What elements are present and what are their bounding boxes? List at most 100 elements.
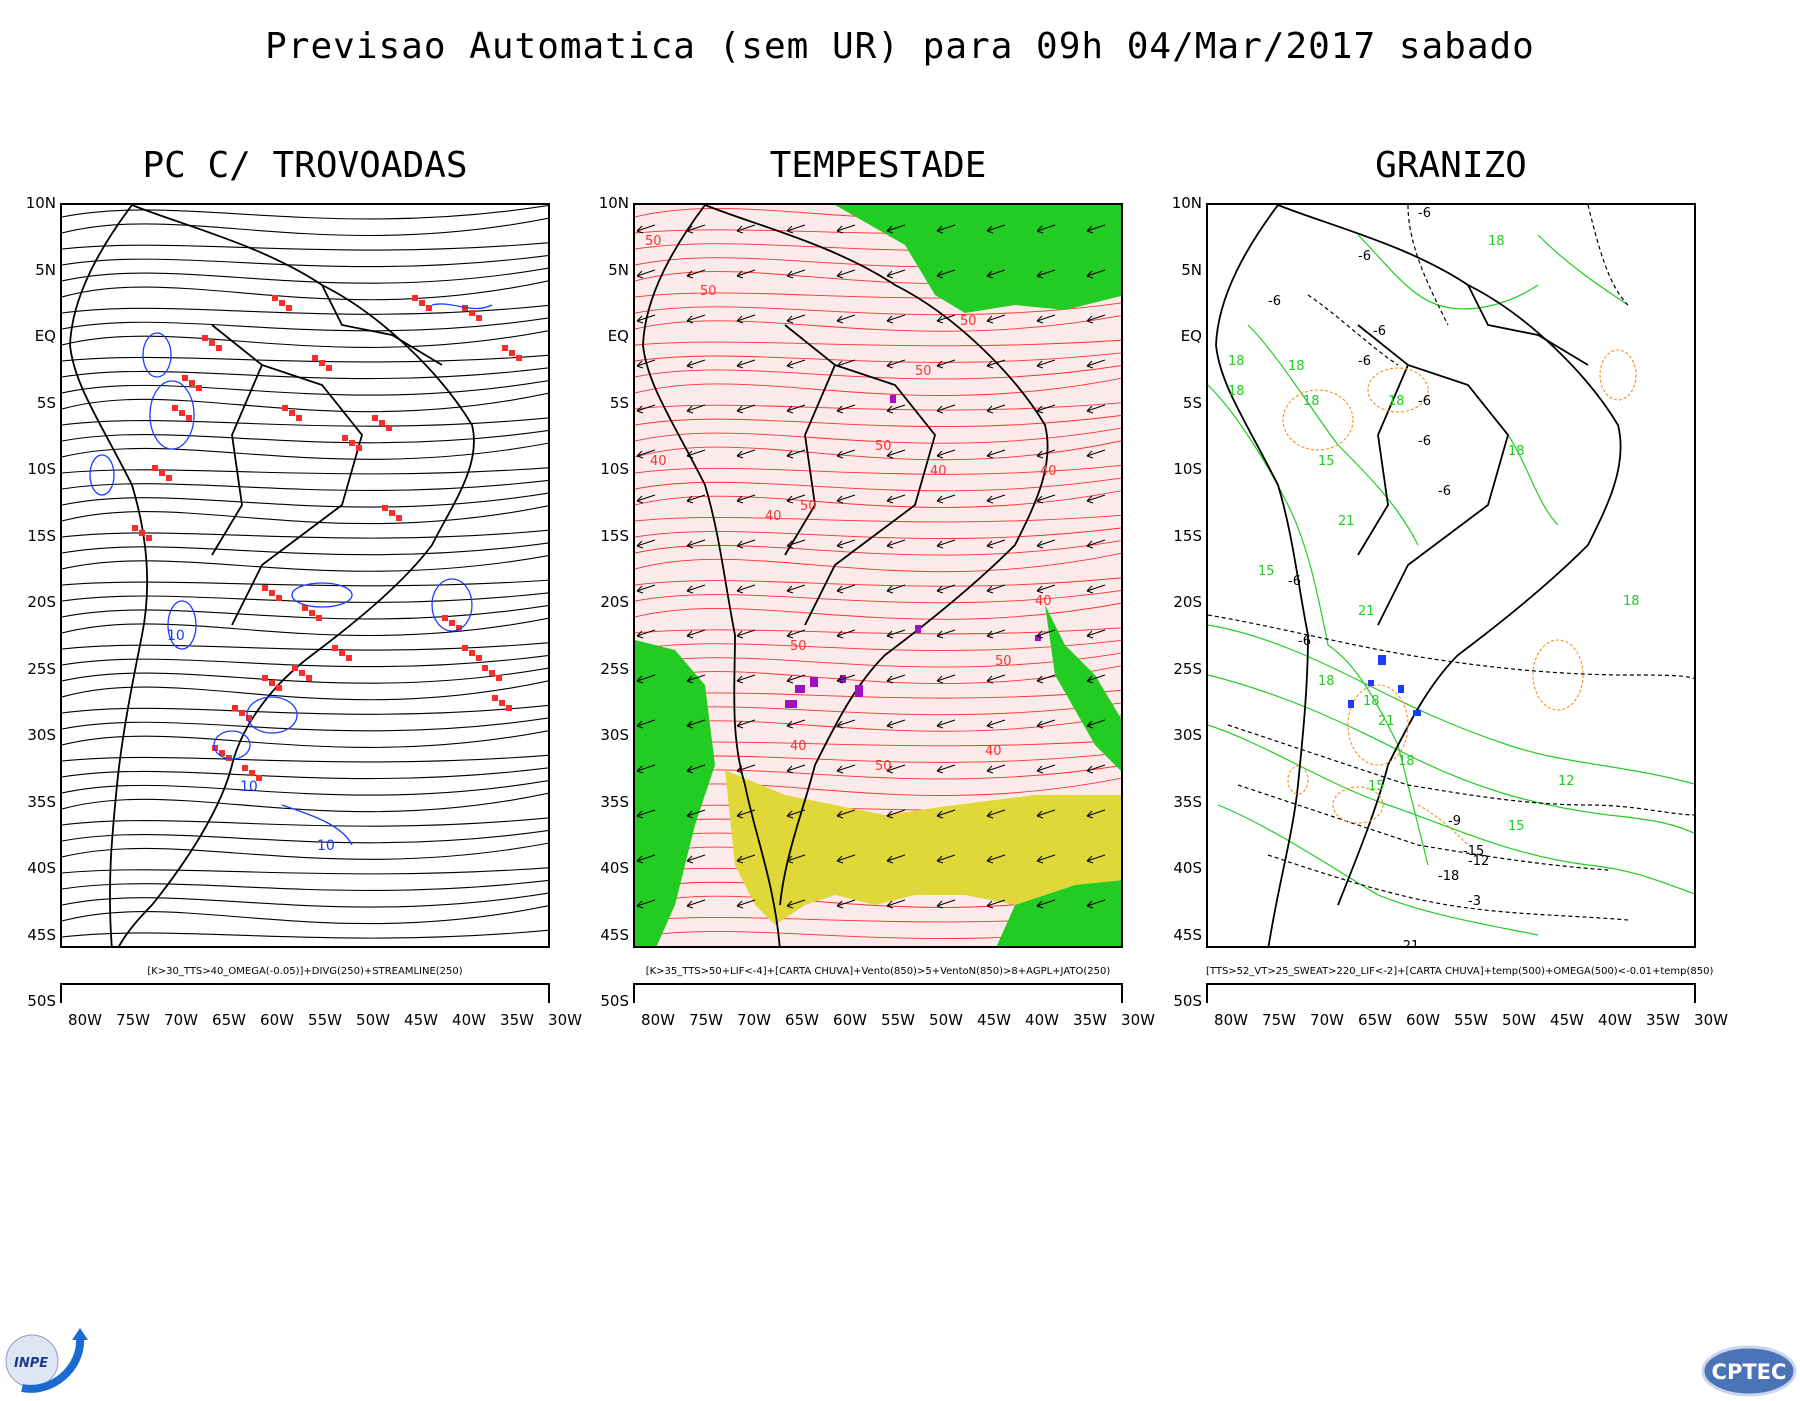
lat-tick-label: 30S xyxy=(27,726,56,744)
lon-tick-label: 60W xyxy=(260,1011,294,1029)
lon-tick-label: 35W xyxy=(1073,1011,1107,1029)
lat-tick-label: 25S xyxy=(600,659,629,678)
lon-tick-label: 35W xyxy=(500,1011,534,1029)
lat-tick-label: 10S xyxy=(600,460,629,478)
svg-text:CPTEC: CPTEC xyxy=(1712,1360,1787,1384)
lon-tick-label: 65W xyxy=(212,1011,246,1029)
lon-tick-label: 75W xyxy=(689,1011,723,1029)
contour-label: 21 xyxy=(1338,514,1355,529)
lat-tick-label: EQ xyxy=(1180,327,1202,345)
contour-label: -6 xyxy=(1418,394,1431,409)
panel-title: TEMPESTADE xyxy=(769,145,987,186)
lon-tick-label: 35W xyxy=(1646,1011,1680,1029)
panel-caption: [TTS>52_VT>25_SWEAT>220_LIF<-2]+[CARTA C… xyxy=(1206,966,1714,977)
lat-tick-label: 25S xyxy=(27,659,56,678)
map-tempestade: 50 50 50 50 40 40 50 40 50 40 40 50 40 5… xyxy=(633,203,1123,948)
cptec-logo: CPTEC xyxy=(1700,1345,1798,1397)
contour-label: 15 xyxy=(1368,779,1385,794)
lon-tick-label: 65W xyxy=(1358,1011,1392,1029)
lat-tick-label: EQ xyxy=(34,327,56,345)
lat-tick-label: 45S xyxy=(600,925,629,944)
lat-tick-label: 10N xyxy=(598,194,629,212)
lat-tick-label: 20S xyxy=(600,593,629,611)
lat-tick-label: 30S xyxy=(600,726,629,744)
contour-label: -15 xyxy=(1463,844,1484,859)
contour-label: -6 xyxy=(1373,324,1386,339)
contour-label: -6 xyxy=(1298,634,1311,649)
lon-tick-label: 60W xyxy=(1406,1011,1440,1029)
panel-pc-trovoadas: PC C/ TROVOADAS 10 10 10 [K>30_T xyxy=(10,145,582,1029)
lon-tick-label: 75W xyxy=(1262,1011,1296,1029)
panel-title: GRANIZO xyxy=(1375,145,1527,186)
contour-label: 10 xyxy=(317,838,335,854)
contour-label: -3 xyxy=(1468,894,1481,909)
contour-label: -6 xyxy=(1358,249,1371,264)
south-america-outline xyxy=(69,205,475,946)
contour-label: 50 xyxy=(875,439,892,454)
south-america-outline xyxy=(642,205,1049,946)
southern-strip xyxy=(633,983,1123,1003)
contour-label: -21 xyxy=(1398,939,1419,948)
lat-tick-label: 20S xyxy=(1173,593,1202,611)
contour-label: 18 xyxy=(1318,674,1335,689)
contour-label: -6 xyxy=(1358,354,1371,369)
contour-label: 21 xyxy=(1358,604,1375,619)
contour-label: 18 xyxy=(1228,384,1245,399)
contour-label: 50 xyxy=(875,759,892,774)
contour-label: 15 xyxy=(1318,454,1335,469)
contour-label: -6 xyxy=(1438,484,1451,499)
lat-tick-label: 45S xyxy=(27,925,56,944)
lat-tick-label: 15S xyxy=(600,526,629,545)
panel-granizo: GRANIZO xyxy=(1156,145,1728,1029)
panel-tempestade: TEMPESTADE 50 50 xyxy=(583,145,1155,1029)
contour-label: 10 xyxy=(167,628,185,644)
contour-label: 18 xyxy=(1288,359,1305,374)
lat-tick-label: 5S xyxy=(1182,393,1202,412)
contour-label: -12 xyxy=(1468,854,1489,869)
lat-tick-label: 50S xyxy=(600,992,629,1010)
contour-label: 12 xyxy=(1558,774,1575,789)
green-area xyxy=(835,205,1121,313)
lat-tick-label: 45S xyxy=(1173,925,1202,944)
contour-label: -6 xyxy=(1418,434,1431,449)
contour-label: 18 xyxy=(1303,394,1320,409)
contour-label: 40 xyxy=(1040,464,1057,479)
contour-label: 18 xyxy=(1623,594,1640,609)
contour-label: 18 xyxy=(1398,754,1415,769)
lat-tick-label: 10S xyxy=(1173,460,1202,478)
lat-tick-label: 50S xyxy=(27,992,56,1010)
lon-tick-label: 50W xyxy=(929,1011,963,1029)
lon-tick-label: 50W xyxy=(356,1011,390,1029)
lon-tick-label: 40W xyxy=(452,1011,486,1029)
lon-tick-label: 60W xyxy=(833,1011,867,1029)
svg-text:INPE: INPE xyxy=(14,1356,48,1371)
lon-tick-label: 80W xyxy=(641,1011,675,1029)
lat-tick-label: 5S xyxy=(609,393,629,412)
omega-contours xyxy=(1282,349,1637,846)
lon-tick-label: 50W xyxy=(1502,1011,1536,1029)
lat-tick-label: 10N xyxy=(25,194,56,212)
contour-label: 50 xyxy=(995,654,1012,669)
map-canvas: -618-6-6-6-6-6181818-618-618211518-61521… xyxy=(1208,205,1694,948)
contour-label: 15 xyxy=(1258,564,1275,579)
lon-tick-label: 65W xyxy=(785,1011,819,1029)
contour-label: 10 xyxy=(240,779,258,795)
contour-label: 40 xyxy=(1035,594,1052,609)
map-canvas: 10 10 10 xyxy=(62,205,548,946)
contour-label: -9 xyxy=(1448,814,1461,829)
contour-label: 50 xyxy=(960,314,977,329)
contour-label: 40 xyxy=(650,454,667,469)
lon-tick-label: 40W xyxy=(1025,1011,1059,1029)
map-granizo: -6 18 -6 -6 -6 -6 -6 18 18 18 -6 18 -6 18 21 15 18 -6 15 21… xyxy=(1206,203,1696,948)
lon-tick-label: 55W xyxy=(1454,1011,1488,1029)
yellow-area xyxy=(725,770,1121,925)
inpe-logo: INPE xyxy=(2,1328,92,1394)
contour-label: 40 xyxy=(930,464,947,479)
contour-label: 15 xyxy=(1508,819,1525,834)
southern-strip xyxy=(60,983,550,1003)
contour-label: 18 xyxy=(1508,444,1525,459)
contour-label: -6 xyxy=(1418,206,1431,221)
lon-tick-label: 75W xyxy=(116,1011,150,1029)
lat-tick-label: 15S xyxy=(27,526,56,545)
lat-tick-label: 35S xyxy=(27,792,56,811)
